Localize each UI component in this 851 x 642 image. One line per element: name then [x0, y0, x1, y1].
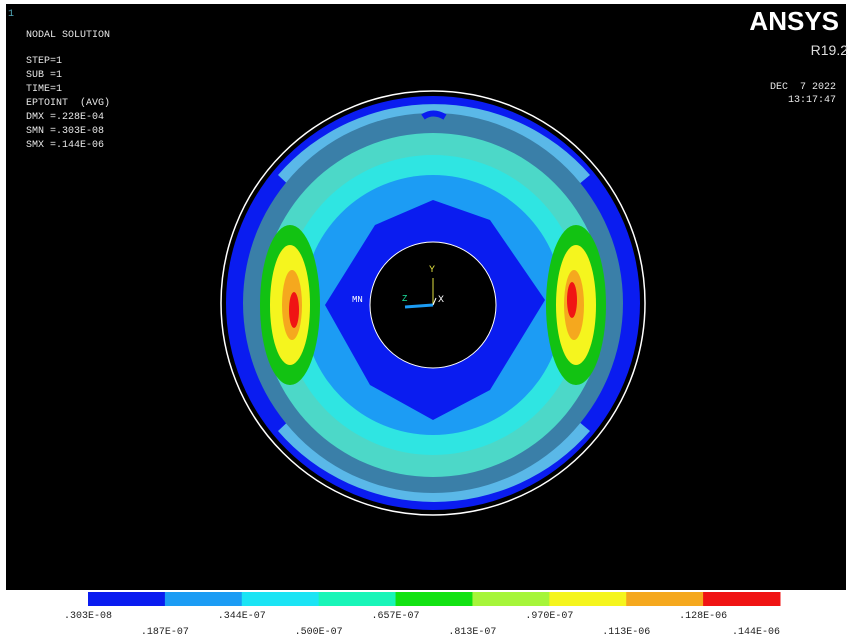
legend-band — [549, 592, 626, 606]
time: 13:17:47 — [788, 95, 836, 106]
legend-band — [703, 592, 780, 606]
info-title: NODAL SOLUTION — [26, 30, 110, 41]
legend-label: .813E-07 — [448, 627, 496, 638]
info-line: STEP=1 — [26, 56, 62, 67]
legend-label: .344E-07 — [218, 611, 266, 622]
legend-label: .113E-06 — [602, 627, 650, 638]
version: R19.2 — [811, 42, 849, 58]
info-line: EPTOINT (AVG) — [26, 97, 110, 109]
legend-band — [319, 592, 396, 606]
info-line: SMN =.303E-08 — [26, 126, 104, 137]
legend-label: .970E-07 — [525, 611, 573, 622]
window-number: 1 — [8, 9, 14, 20]
date: DEC 7 2022 — [770, 82, 836, 93]
legend: .303E-08 .187E-07 .344E-07 .500E-07 .657E-07… — [64, 592, 781, 638]
z-axis — [405, 305, 433, 307]
legend-label: .500E-07 — [295, 627, 343, 638]
legend-label: .128E-06 — [679, 611, 727, 622]
legend-band — [472, 592, 549, 606]
hotspot-left-red — [289, 292, 299, 328]
legend-label: .144E-06 — [732, 627, 780, 638]
info-line: TIME=1 — [26, 84, 62, 95]
legend-band — [165, 592, 242, 606]
top-blue — [423, 114, 445, 118]
legend-label: .187E-07 — [141, 627, 189, 638]
legend-band — [626, 592, 703, 606]
legend-label: .657E-07 — [372, 611, 420, 622]
info-line: SUB =1 — [26, 70, 62, 81]
min-marker: MN — [352, 295, 363, 305]
info-line: DMX =.228E-04 — [26, 112, 104, 123]
info-line: SMX =.144E-06 — [26, 140, 104, 151]
legend-band — [242, 592, 319, 606]
logo: ANSYS — [749, 6, 839, 36]
ansys-graphics-window: 1 NODAL SOLUTION ANSYS R19.2 DEC 7 2022 … — [0, 0, 851, 642]
z-label: Z — [402, 294, 408, 304]
hotspot-right-red — [567, 282, 577, 318]
legend-label: .303E-08 — [64, 611, 112, 622]
x-label: X — [438, 295, 444, 306]
legend-band — [88, 592, 165, 606]
y-label: Y — [429, 265, 435, 276]
page: 1 NODAL SOLUTION ANSYS R19.2 DEC 7 2022 … — [0, 0, 851, 642]
legend-band — [396, 592, 473, 606]
